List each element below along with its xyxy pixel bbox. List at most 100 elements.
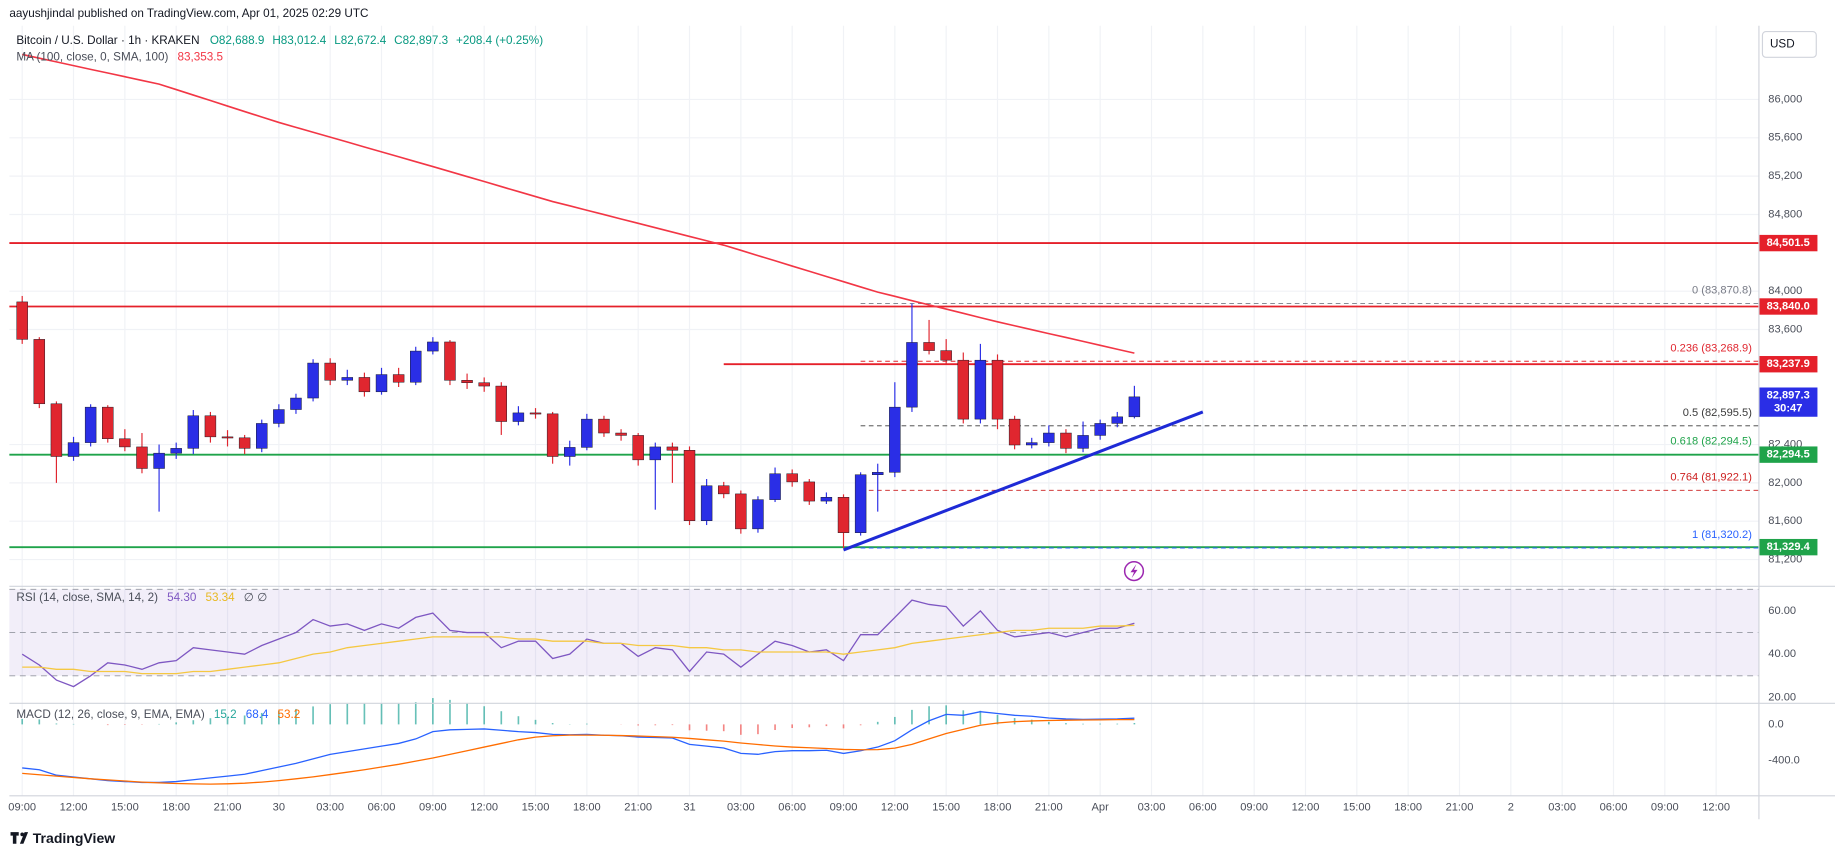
- macd-histogram-bar: [517, 716, 520, 725]
- candle-body: [1060, 432, 1072, 449]
- y-tick-label: 86,000: [1768, 93, 1802, 105]
- alert-circle: [1123, 560, 1145, 582]
- x-tick-label: 18:00: [984, 801, 1012, 813]
- level-price-box: [1758, 234, 1818, 252]
- rsi-tick-label: 60.00: [1768, 605, 1796, 617]
- x-tick-label: 30: [273, 801, 285, 813]
- x-tick-label: 12:00: [1292, 801, 1320, 813]
- y-tick-label: 84,800: [1768, 208, 1802, 220]
- brand: TradingView: [33, 830, 115, 846]
- macd-histogram-bar: [346, 703, 349, 725]
- macd-histogram-bar: [808, 724, 811, 728]
- macd-histogram-bar: [226, 716, 229, 725]
- fib-label: 0.764 (81,922.1): [1670, 471, 1752, 483]
- candle-body: [529, 412, 542, 415]
- candle-body: [50, 403, 63, 457]
- candle-body: [872, 472, 884, 475]
- level-price-label: 81,329.4: [1767, 541, 1811, 553]
- x-tick-label: 12:00: [1702, 801, 1730, 813]
- x-tick-label: 06:00: [368, 801, 396, 813]
- x-tick-label: 31: [683, 801, 695, 813]
- x-tick-label: 15:00: [111, 801, 139, 813]
- x-tick-label: 12:00: [60, 801, 88, 813]
- x-tick-label: 15:00: [1343, 801, 1371, 813]
- x-tick-label: 06:00: [1600, 801, 1628, 813]
- macd-histogram-bar: [1030, 719, 1033, 725]
- ohlc-close: C82,897.3: [394, 34, 448, 47]
- macd-histogram-bar: [757, 724, 759, 735]
- candle-body: [957, 359, 969, 420]
- macd-histogram-bar: [894, 716, 896, 725]
- x-tick-label: Apr: [1092, 801, 1110, 813]
- macd-histogram-bar: [500, 711, 503, 725]
- currency: USD: [1770, 38, 1795, 51]
- macd-tick-label: -400.0: [1768, 755, 1800, 767]
- candle-body: [649, 446, 662, 461]
- candle-body: [392, 374, 405, 383]
- alert-icon[interactable]: [1123, 560, 1145, 582]
- x-tick-label: 18:00: [573, 801, 601, 813]
- rsi-tick-label: 20.00: [1768, 691, 1796, 703]
- x-tick-label: 09:00: [8, 801, 36, 813]
- candle-body: [375, 374, 388, 393]
- macd-histogram-bar: [722, 724, 725, 732]
- macd-histogram-bar: [312, 706, 314, 725]
- x-tick-label: 09:00: [419, 801, 447, 813]
- macd-histogram-bar: [449, 699, 451, 725]
- macd-histogram-bar: [1082, 723, 1084, 725]
- macd-histogram-bar: [842, 724, 845, 729]
- macd-histogram-bar: [260, 712, 263, 725]
- x-tick-label: 12:00: [881, 801, 909, 813]
- candle-body: [410, 350, 422, 383]
- ma-legend: MA (100, close, 0, SMA, 100) 83,353.5: [16, 50, 223, 63]
- rsi-tick-label: 40.00: [1768, 648, 1796, 660]
- x-tick-label: 2: [1508, 801, 1514, 813]
- candle-body: [581, 418, 593, 448]
- candle-body: [187, 415, 200, 449]
- candle-body: [84, 406, 97, 443]
- rsi-sma-value: 53.34: [205, 591, 235, 604]
- macd-histogram-bar: [671, 724, 674, 726]
- candle-body: [1043, 432, 1055, 443]
- x-tick-label: 09:00: [830, 801, 858, 813]
- level-price-box: [1758, 298, 1818, 315]
- level-price-label: 84,501.5: [1767, 237, 1810, 249]
- rsi-title: RSI (14, close, SMA, 14, 2): [16, 591, 158, 604]
- candle-body: [1077, 435, 1089, 449]
- y-tick-label: 82,000: [1768, 477, 1802, 489]
- y-tick-label: 85,600: [1768, 132, 1802, 144]
- macd-histogram-bar: [124, 724, 126, 725]
- y-tick-label: 83,600: [1768, 323, 1802, 335]
- level-price-label: 83,237.9: [1767, 358, 1810, 370]
- macd-histogram-bar: [209, 718, 212, 725]
- candle-body: [170, 448, 182, 454]
- ohlc-change: +208.4 (+0.25%): [456, 34, 543, 47]
- macd-histogram-bar: [740, 724, 742, 735]
- candle-body: [1111, 416, 1123, 424]
- fib-label: 0.5 (82,595.5): [1683, 407, 1752, 419]
- rsi-legend: RSI (14, close, SMA, 14, 2) 54.30 53.34 …: [16, 591, 267, 604]
- fib-label: 0 (83,870.8): [1692, 285, 1752, 297]
- candle-body: [1094, 423, 1106, 436]
- candle-body: [324, 362, 336, 381]
- currency-box[interactable]: [1761, 31, 1817, 58]
- candle-body: [683, 450, 696, 521]
- candle-body: [564, 447, 576, 457]
- candle-body: [102, 406, 114, 440]
- candle-body: [735, 493, 747, 530]
- candle-body: [33, 339, 46, 405]
- candle-body: [1008, 418, 1021, 446]
- x-tick-label: 09:00: [1240, 801, 1268, 813]
- candle-body: [820, 497, 833, 502]
- macd-histogram-bar: [192, 720, 195, 725]
- candle-body: [991, 359, 1004, 420]
- ma-value: 83,353.5: [178, 50, 224, 63]
- candle-body: [478, 382, 490, 387]
- macd-histogram-bar: [278, 710, 280, 725]
- signal-value: 53.2: [278, 708, 301, 721]
- symbol-title: Bitcoin / U.S. Dollar · 1h · KRAKEN: [16, 34, 199, 47]
- macd-histogram-bar: [483, 706, 486, 725]
- macd-histogram-bar: [534, 719, 537, 725]
